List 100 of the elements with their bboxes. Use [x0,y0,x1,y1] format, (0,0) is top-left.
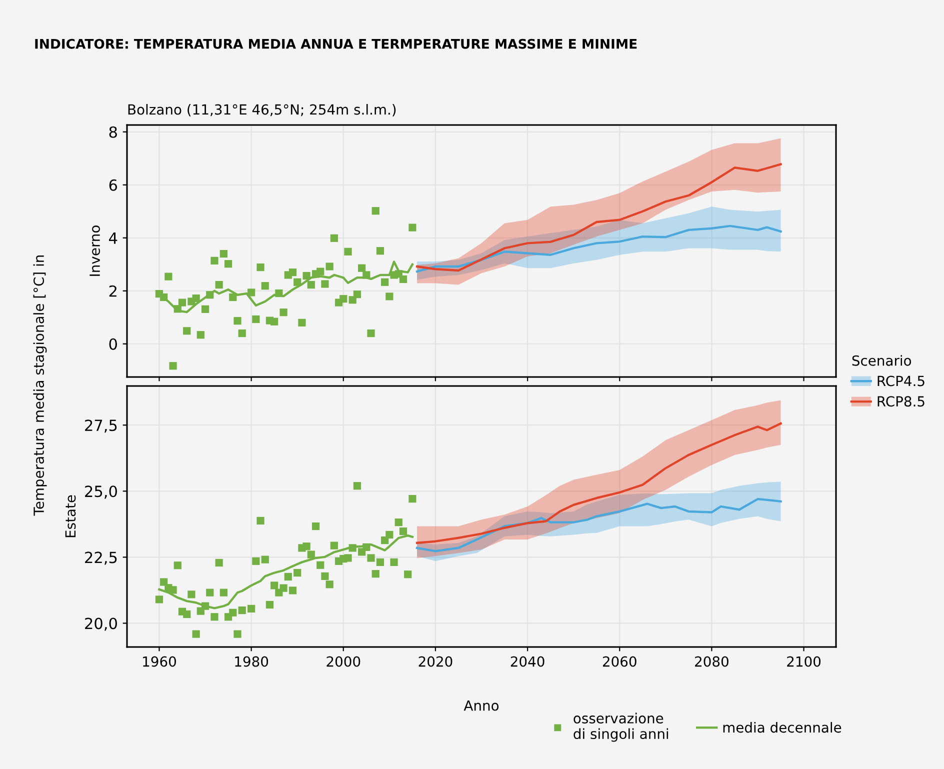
point [302,542,310,550]
y-tick-label: 0 [109,338,117,350]
point [256,263,264,272]
x-tick-label: 2060 [602,656,636,667]
legend-title: Scenario [852,355,912,366]
point [399,275,408,284]
point [362,271,370,279]
point [330,234,338,242]
point [201,602,210,610]
point [220,250,228,258]
point [234,317,242,325]
point [164,272,172,280]
point [183,327,191,335]
point [326,580,334,588]
x-tick-label: 2000 [326,656,360,667]
x-tick-label: 1960 [143,656,176,667]
point [399,527,408,536]
point [266,600,274,609]
point [372,207,380,215]
point [188,590,196,598]
line-series [416,498,782,552]
point [372,570,380,578]
y-axis-title: Inverno [90,226,100,276]
point [215,280,223,289]
legend-label: RCP4.5 [878,376,924,386]
point [192,294,200,302]
line-series [416,422,782,544]
y-axis-title: Estate [65,495,76,538]
point [280,308,288,316]
point [386,530,394,539]
x-tick-label: 2100 [787,656,821,667]
y-tick-label: 27,5 [85,420,117,433]
point [404,570,412,578]
point [284,572,292,581]
point [394,518,402,526]
y-tick-label: 25,0 [85,486,117,499]
point [353,290,361,298]
point [344,554,352,562]
point [215,558,223,567]
point [307,550,315,558]
point [358,264,366,272]
y-tick-label: 20,0 [85,618,117,631]
point [155,596,164,604]
point [192,630,200,638]
point [261,282,269,290]
point [229,608,237,616]
point [169,586,177,594]
point [196,331,204,339]
point [348,544,356,552]
point [270,582,278,590]
point [294,568,302,577]
chart-subtitle: Bolzano (11,31°E 46,5°N; 254m s.l.m.) [128,104,396,116]
point [321,572,329,580]
point [174,562,182,570]
point [160,293,168,302]
x-tick-label: 2020 [418,656,452,667]
x-tick-label: 1980 [235,656,268,667]
point [238,329,246,338]
point [224,260,232,268]
point [248,604,256,612]
point [344,248,352,256]
point [362,543,370,551]
point [307,280,315,289]
point [206,291,214,299]
y-tick-label: 2 [109,285,116,297]
point [252,315,260,324]
point [220,588,228,596]
point [326,262,334,270]
point [316,561,324,569]
point [312,522,320,530]
point [330,542,338,550]
point [238,606,246,614]
point [298,318,306,326]
text: Temperatura media stagionale [°C] in [33,255,47,516]
y-tick-label: 4 [109,232,118,244]
legend-label: RCP8.5 [878,396,924,407]
point [248,288,256,296]
point [288,268,297,276]
point [376,247,384,255]
point [408,494,416,503]
point [288,586,297,594]
point [252,557,260,565]
legend-label: media decennale [723,722,842,733]
point [390,558,398,566]
point [210,613,218,621]
point [340,295,348,303]
point [316,268,324,276]
point [275,289,283,298]
point [280,584,288,592]
x-axis-title: Anno [464,700,499,711]
point [256,516,264,525]
point [386,292,394,300]
line-series [416,163,782,272]
point [321,280,329,288]
point [381,278,389,286]
point [178,298,186,306]
point [174,305,182,313]
point [270,318,278,326]
point [294,278,302,286]
legend-label: osservazione di singoli anni [574,712,668,742]
